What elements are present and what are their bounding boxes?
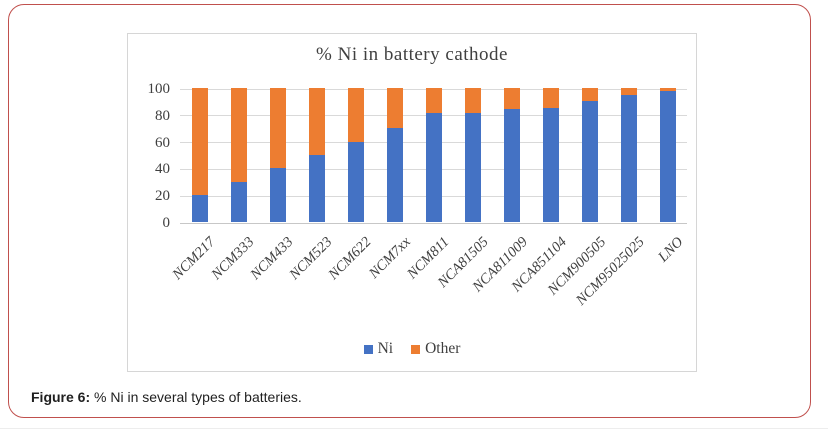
bar-segment-ni — [386, 128, 403, 222]
legend-item-other: Other — [411, 340, 460, 358]
bar-segment-ni — [347, 141, 364, 222]
bar-segment-other — [269, 88, 286, 169]
bar-segment-ni — [464, 113, 481, 222]
bar-segment-other — [464, 88, 481, 114]
chart-title: % Ni in battery cathode — [316, 44, 508, 65]
bar — [581, 88, 598, 222]
bar — [542, 88, 559, 222]
gridline — [180, 222, 687, 224]
y-tick-label: 100 — [147, 81, 171, 97]
bar — [425, 88, 442, 222]
bar — [230, 88, 247, 222]
y-tick-label: 20 — [155, 188, 170, 205]
x-category-label: NCM622 — [325, 234, 375, 283]
caption-label: Figure 6: — [31, 389, 91, 405]
y-tick-label: 80 — [155, 107, 170, 124]
figure-card: % Ni in battery cathode 0 20 40 60 80 100 NCM2… — [8, 4, 811, 418]
bar — [659, 88, 676, 222]
bar-segment-other — [542, 88, 559, 109]
bar-segment-ni — [503, 109, 520, 222]
plot-area: 0 20 40 60 80 100 NCM217 NCM333 NCM433 NCM523 NCM6… — [148, 81, 687, 309]
bar-segment-other — [191, 88, 208, 196]
figure-caption: Figure 6: % Ni in several types of batte… — [31, 389, 302, 405]
caption-text: % Ni in several types of batteries. — [90, 389, 302, 405]
legend-item-ni: Ni — [363, 340, 394, 358]
legend-label: Ni — [377, 340, 394, 357]
legend-label: Other — [425, 340, 461, 357]
x-category-label: NCM7xx — [366, 234, 414, 282]
bar — [191, 88, 208, 222]
bar-segment-ni — [542, 108, 559, 222]
bar-segment-other — [620, 88, 637, 95]
bar-segment-other — [581, 88, 598, 102]
chart-frame: % Ni in battery cathode 0 20 40 60 80 100 NCM2… — [127, 33, 697, 372]
bar-segment-other — [230, 88, 247, 182]
y-tick-label: 40 — [155, 161, 170, 178]
bar-segment-other — [503, 88, 520, 110]
legend-swatch-other — [411, 344, 421, 354]
bar — [464, 88, 481, 222]
x-category-label: NCM333 — [208, 234, 258, 283]
x-category-label: NCM433 — [247, 234, 297, 283]
y-tick-label: 60 — [155, 134, 170, 151]
bar — [347, 88, 364, 222]
x-category-label: LNO — [655, 234, 687, 266]
bar-segment-ni — [191, 195, 208, 222]
bar-segment-other — [659, 88, 676, 91]
page-edge-line — [0, 428, 828, 429]
bar-segment-other — [347, 88, 364, 142]
bar-segment-ni — [620, 94, 637, 222]
y-tick-label: 0 — [162, 215, 171, 231]
legend: Ni Other — [128, 340, 696, 358]
x-category-label: NCM523 — [286, 234, 336, 283]
bar-segment-ni — [425, 113, 442, 222]
bar-segment-other — [425, 88, 442, 114]
bar-segment-other — [308, 88, 325, 155]
legend-swatch-ni — [363, 344, 373, 354]
x-category-label: NCM217 — [169, 234, 219, 283]
bar-segment-ni — [308, 155, 325, 222]
bar — [269, 88, 286, 222]
bar — [503, 88, 520, 222]
bar-segment-ni — [659, 90, 676, 222]
bar — [386, 88, 403, 222]
bar — [308, 88, 325, 222]
bar-segment-ni — [230, 181, 247, 222]
x-category-label: NCM95025025 — [573, 234, 648, 309]
bar — [620, 88, 637, 222]
bar-segment-ni — [269, 168, 286, 222]
bar-segment-ni — [581, 101, 598, 222]
bar-segment-other — [386, 88, 403, 129]
